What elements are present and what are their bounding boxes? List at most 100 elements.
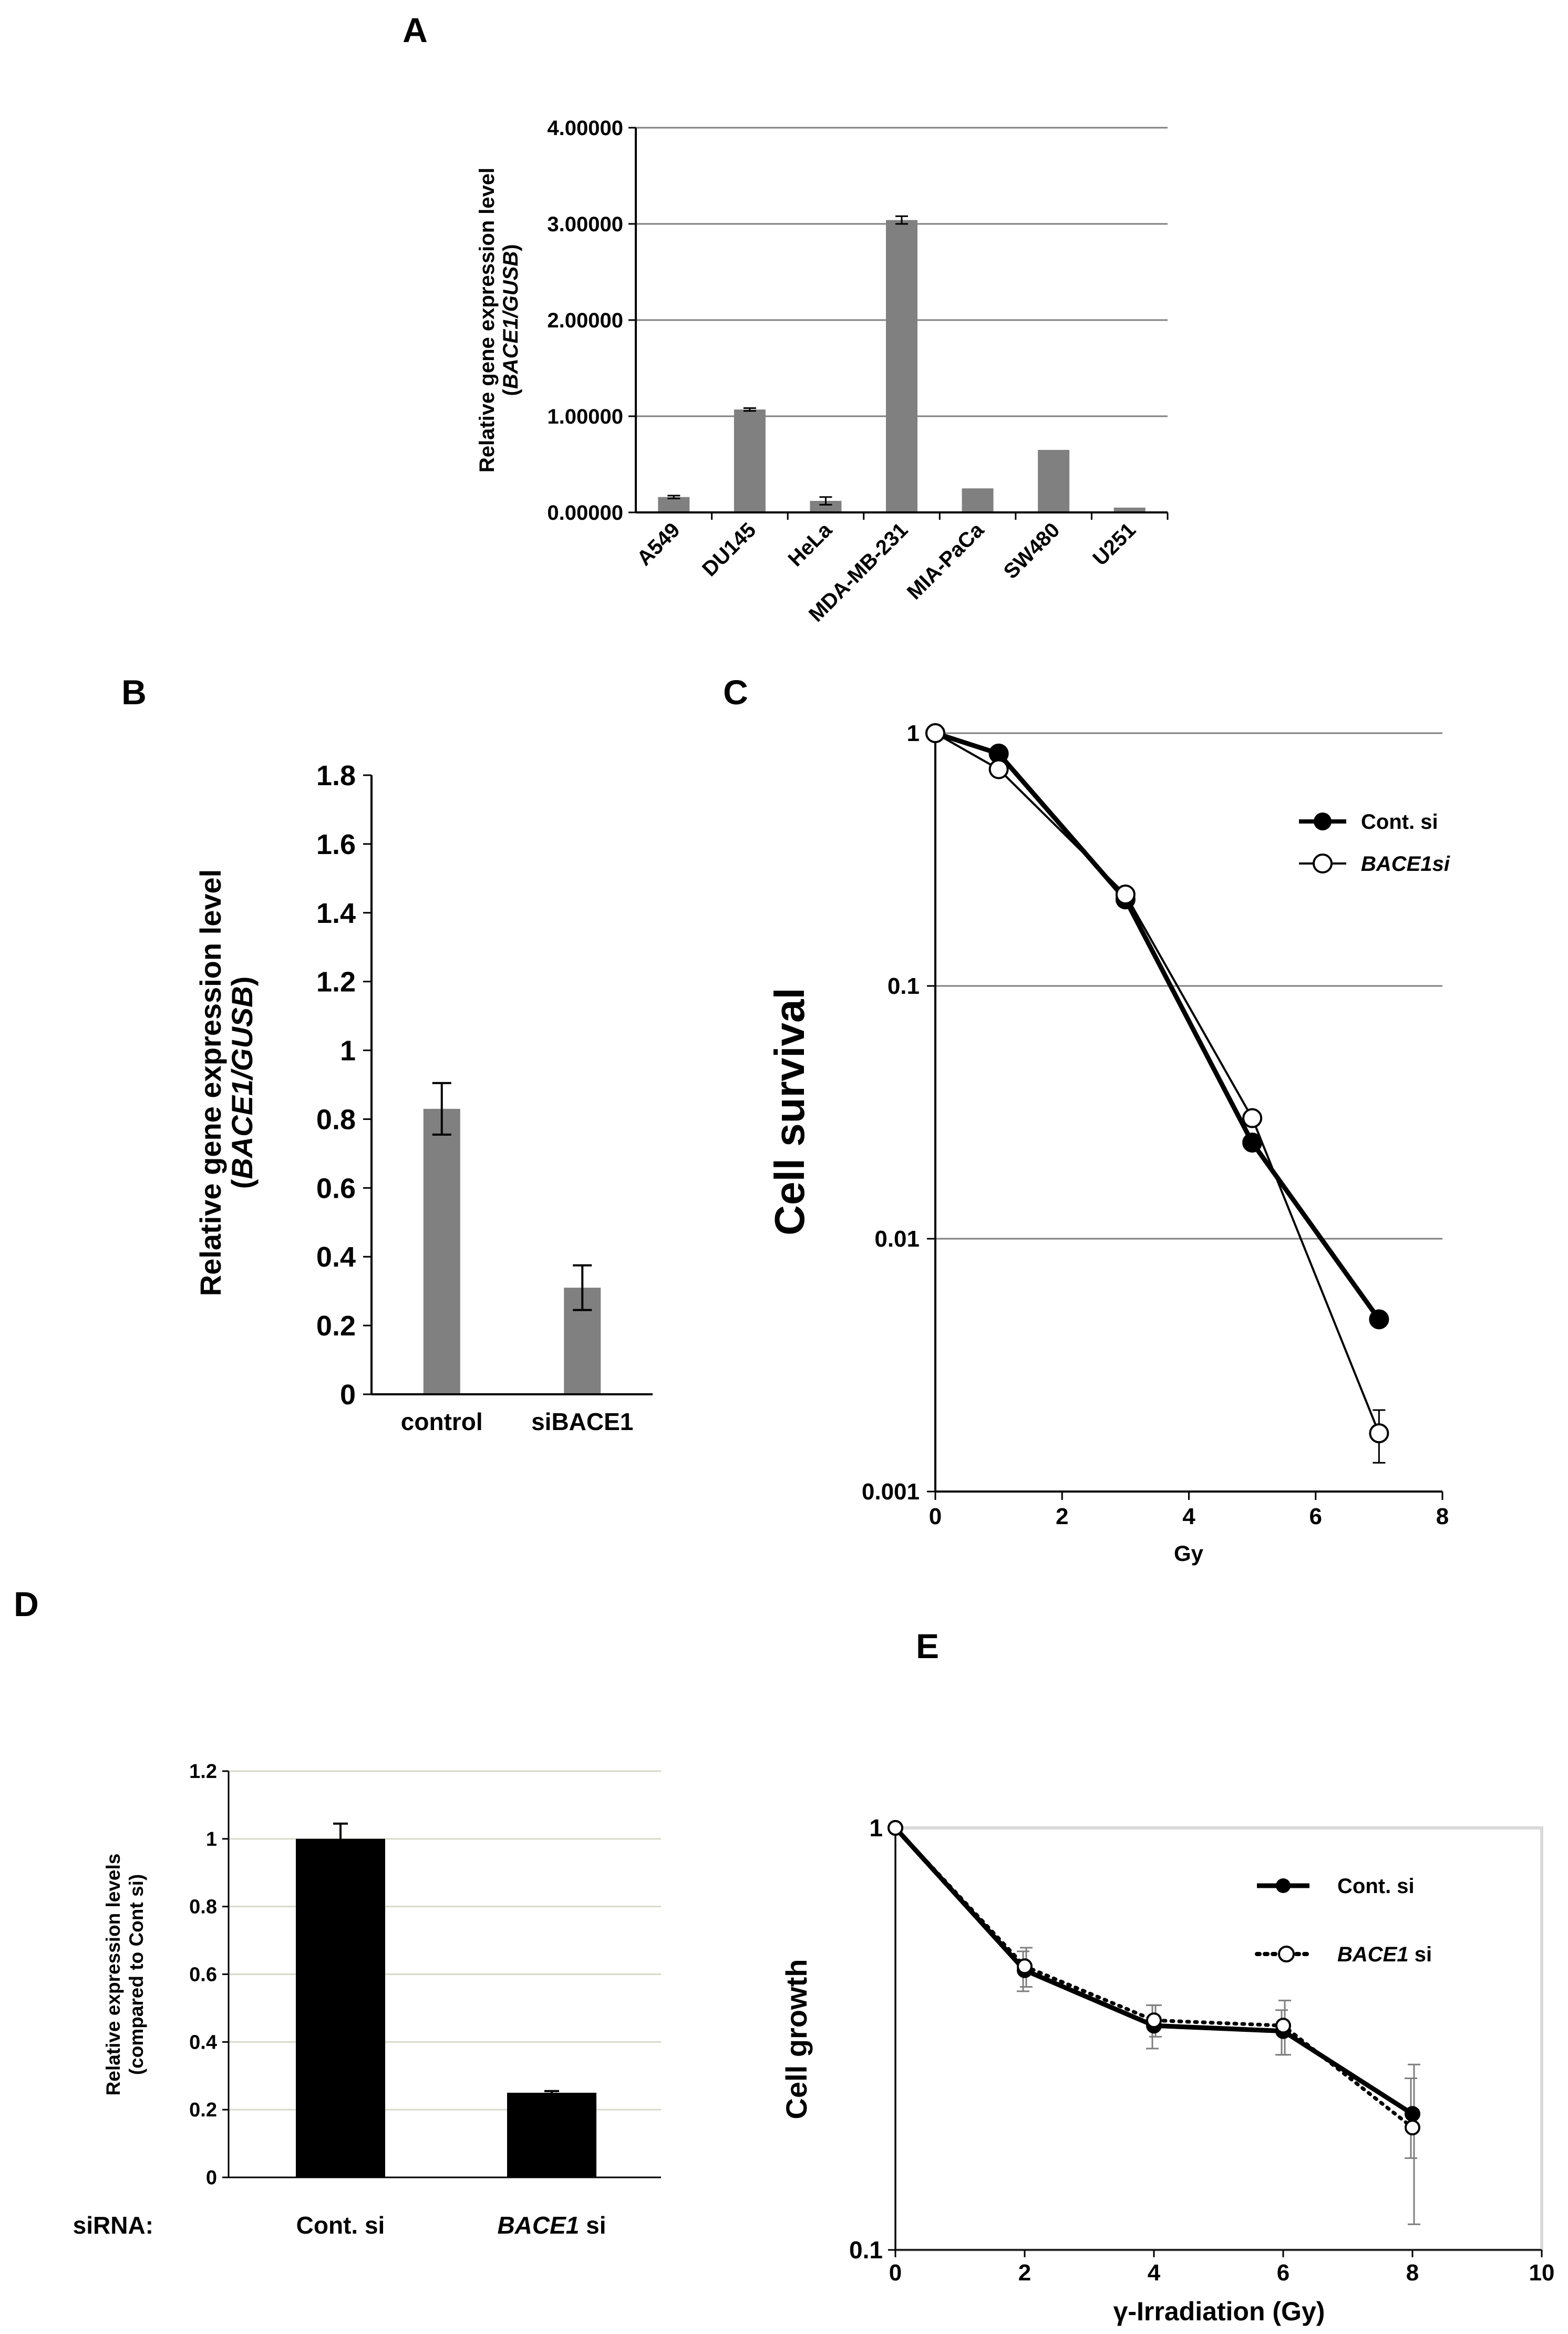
legend-c-cont-label: Cont. si: [1361, 810, 1438, 834]
panel-a-bar: [734, 409, 766, 512]
panel-c-x-tick-label: 4: [1182, 1504, 1195, 1529]
panel-d-error-bar: [333, 1822, 348, 1839]
panel-a-error-bar: [819, 496, 832, 506]
panel-c-y-tick-label: 0.01: [874, 1226, 920, 1252]
panel-b-y-tick-label: 1.2: [316, 966, 356, 998]
panel-b-y-tick-label: 1.8: [316, 760, 356, 791]
panel-a-bar: [1113, 507, 1146, 512]
panel-d-bar: [296, 1838, 385, 2177]
panel-d-y-tick-label: 0.6: [189, 1964, 217, 1986]
panel-d-category-cont: Cont. si: [296, 2212, 385, 2239]
panel-c-point-cont: [1369, 1309, 1389, 1330]
panel-a-error-bar: [667, 495, 680, 499]
panel-label-b: B: [121, 673, 147, 712]
panel-e-x-tick-label: 6: [1277, 2260, 1290, 2286]
panel-c-x-tick-label: 0: [929, 1504, 942, 1529]
panel-e-point-bace1: [888, 1820, 903, 1836]
panel-a-x-tick-label: HeLa: [784, 518, 837, 571]
panel-d-y-label-line1: Relative expression levels: [102, 1854, 124, 2096]
panel-d-error-bar: [544, 2090, 559, 2093]
panel-e-x-tick-label: 4: [1148, 2260, 1161, 2286]
panel-b-y-tick-label: 1: [340, 1035, 356, 1067]
panel-label-c: C: [723, 673, 748, 712]
legend-e-cont-label: Cont. si: [1337, 1875, 1415, 1898]
panel-e-x-tick-label: 0: [889, 2260, 902, 2286]
panel-c-point-bace1: [925, 723, 945, 743]
panel-c-point-bace1: [1242, 1108, 1263, 1128]
panel-a-x-tick-label: DU145: [698, 518, 760, 581]
panel-e-legend: Cont. si BACE1 si: [1255, 1875, 1432, 1966]
panel-d-y-tick-label: 0.8: [189, 1896, 217, 1918]
panel-b-x-tick-label: control: [401, 1408, 483, 1435]
panel-c-chart: 0.001 0.01 0.1 1 0 2 4 6 8 Gy Cell survival Con…: [766, 721, 1450, 1566]
panel-b-y-tick-label: 0.6: [316, 1173, 356, 1204]
panel-a-y-tick-label: 3.00000: [547, 213, 623, 236]
panel-b-y-label-line1: Relative gene expression level: [194, 869, 227, 1296]
panel-e-point-bace1: [1275, 2018, 1291, 2034]
panel-e-point-bace1: [1405, 2120, 1420, 2136]
panel-b-error-bar: [573, 1264, 592, 1311]
panel-e-point-bace1: [1017, 1958, 1033, 1975]
panel-a-bar: [886, 220, 917, 512]
panel-e-y-label: Cell growth: [780, 1959, 813, 2120]
legend-c-bace-marker: [1313, 854, 1333, 873]
panel-b-bar: [423, 1108, 460, 1394]
legend-e-bace-marker: [1278, 1946, 1295, 1962]
panel-d-category-bace: BACE1 si: [497, 2212, 606, 2239]
panel-c-line-bace1: [935, 732, 1380, 1434]
panel-b-y-tick-label: 0: [340, 1379, 356, 1411]
legend-e-cont-marker: [1276, 1878, 1291, 1893]
panel-d-y-tick-label: 1: [206, 1828, 217, 1850]
panel-a-x-tick-label: U251: [1088, 518, 1140, 570]
panel-a-bar: [658, 497, 690, 512]
panel-a-error-bar: [743, 407, 756, 412]
panel-d-row-label: siRNA:: [73, 2212, 153, 2239]
panel-a-chart: 0.00000 1.00000 2.00000 3.00000 4.00000 A549…: [476, 117, 1169, 626]
panel-b-y-label-line2: (BACE1/GUSB): [225, 976, 259, 1189]
panel-e-x-tick-label: 2: [1018, 2260, 1031, 2286]
panel-e-x-label: γ-Irradiation (Gy): [1113, 2297, 1325, 2326]
panel-c-point-bace1: [988, 759, 1009, 779]
panel-c-x-tick-label: 8: [1436, 1504, 1449, 1529]
panel-label-d: D: [14, 1585, 39, 1623]
panel-e-x-tick-label: 10: [1529, 2260, 1555, 2286]
panel-c-y-tick-label: 1: [907, 721, 920, 746]
panel-c-x-label: Gy: [1174, 1541, 1204, 1566]
panel-e-y-tick-label: 1: [869, 1814, 883, 1842]
panel-d-y-label-line2: (compared to Cont si): [126, 1874, 147, 2075]
panel-a-y-label-line2: (BACE1/GUSB): [499, 244, 522, 396]
panel-e-line-bace1: [893, 1826, 1415, 2130]
panel-a-bar: [810, 501, 842, 512]
panel-c-point-cont: [1242, 1133, 1263, 1153]
panel-a-y-tick-label: 2.00000: [547, 309, 623, 332]
panel-c-y-tick-label: 0.001: [862, 1479, 920, 1505]
panel-b-y-tick-label: 1.4: [316, 898, 356, 929]
panel-b-x-tick-label: siBACE1: [531, 1408, 633, 1435]
panel-a-bar: [962, 488, 994, 512]
panel-label-e: E: [916, 1627, 939, 1665]
panel-c-point-bace1: [1115, 885, 1136, 905]
panel-e-x-tick-label: 8: [1406, 2260, 1419, 2286]
panel-d-bar: [507, 2092, 596, 2177]
legend-c-cont-marker: [1314, 813, 1332, 830]
panel-d-chart: 0 0.2 0.4 0.6 0.8 1 1.2 siRNA: Cont. si BACE1 …: [73, 1761, 661, 2239]
panel-a-y-label-line1: Relative gene expression level: [476, 168, 499, 472]
panel-e-chart: 0.1 1 0 2 4 6 8 10 γ-Irradiation (Gy) Cell gro…: [780, 1814, 1554, 2326]
panel-b-y-tick-label: 0.8: [316, 1104, 356, 1135]
panel-c-x-tick-label: 2: [1056, 1504, 1068, 1529]
panel-b-y-tick-label: 0.4: [316, 1241, 356, 1273]
panel-b-error-bar: [432, 1082, 451, 1136]
panel-e-y-tick-label: 0.1: [849, 2236, 883, 2264]
panel-e-point-cont: [1405, 2106, 1420, 2122]
panel-e-line-cont: [893, 1826, 1414, 2116]
legend-e-bace-label: BACE1 si: [1337, 1943, 1432, 1966]
panel-d-y-tick-label: 0.2: [189, 2099, 217, 2121]
panel-a-y-tick-label: 0.00000: [547, 501, 623, 525]
panel-c-y-label: Cell survival: [766, 988, 813, 1235]
panel-d-y-tick-label: 0: [206, 2167, 217, 2189]
panel-a-y-tick-label: 4.00000: [547, 117, 623, 140]
panel-a-x-tick-label: SW480: [999, 518, 1065, 583]
panel-d-y-tick-label: 0.4: [189, 2031, 217, 2053]
legend-c-bace-label: BACE1si: [1361, 852, 1450, 876]
